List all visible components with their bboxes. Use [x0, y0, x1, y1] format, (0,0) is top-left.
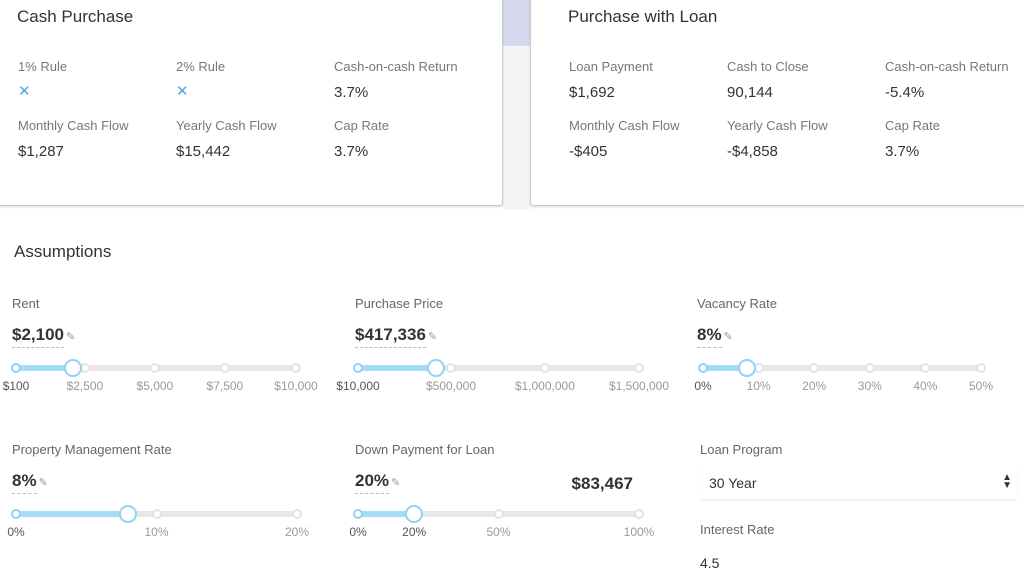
slider-step-dot[interactable] [11, 363, 21, 373]
rent-field: Rent $2,100 ✎ [12, 296, 75, 348]
card-title: Purchase with Loan [568, 7, 718, 26]
card-title: Cash Purchase [17, 7, 134, 26]
slider-step-dot[interactable] [634, 363, 644, 373]
x-icon: ✕ [18, 83, 31, 100]
metric-monthly-cash-flow: Monthly Cash Flow -$405 [569, 118, 680, 160]
metric-1pct-rule: 1% Rule ✕ [18, 59, 178, 100]
slider-step-dot[interactable] [539, 363, 550, 373]
metric-coc-return: Cash-on-cash Return 3.7% [334, 59, 458, 101]
pencil-icon[interactable]: ✎ [38, 477, 48, 489]
slider-tick-label: 0% [349, 525, 367, 539]
slider-thumb[interactable] [738, 359, 757, 377]
slider-thumb[interactable] [427, 359, 446, 377]
slider-step-dot[interactable] [809, 363, 820, 373]
slider-fill [358, 365, 437, 371]
slider-tick-label: 20% [802, 379, 827, 393]
slider-step-dot[interactable] [920, 363, 931, 373]
x-icon: ✕ [176, 83, 189, 100]
slider-step-dot[interactable] [976, 363, 986, 373]
slider-step-dot[interactable] [446, 363, 456, 373]
slider-step-dot[interactable] [353, 363, 363, 373]
metric-yearly-cash-flow: Yearly Cash Flow -$4,858 [727, 118, 828, 160]
slider-fill [358, 511, 415, 517]
slider-tick-label: $500,000 [425, 379, 477, 393]
slider-step-dot[interactable] [698, 363, 708, 373]
slider-step-dot[interactable] [353, 509, 363, 519]
vacancy-field: Vacancy Rate 8% ✎ [697, 296, 777, 348]
slider-thumb[interactable] [64, 359, 83, 377]
pencil-icon[interactable]: ✎ [66, 331, 76, 343]
metric-loan-payment: Loan Payment $1,692 [569, 59, 653, 101]
slider-fill [703, 365, 748, 371]
slider-tick-label: $1,500,000 [608, 379, 670, 393]
price-slider[interactable]: $10,000 $500,000 $1,000,000 $1,500,000 [336, 359, 669, 393]
select-arrows-icon: ▲ ▼ [1002, 472, 1012, 491]
assumptions-heading: Assumptions [14, 242, 112, 261]
slider-tick-label: 0% [694, 379, 712, 393]
metric-2pct-rule: 2% Rule ✕ [176, 59, 336, 100]
slider-fill [16, 511, 129, 517]
pm-value[interactable]: 8% [12, 471, 37, 494]
pencil-icon[interactable]: ✎ [391, 477, 401, 489]
loan-program-select[interactable]: 30 Year ▲ ▼ [700, 466, 1016, 500]
slider-tick-label: 0% [7, 525, 25, 539]
pencil-icon[interactable]: ✎ [723, 331, 733, 343]
slider-tick-label: $100 [2, 379, 30, 393]
slider-tick-label: 10% [746, 379, 771, 393]
background-strip [503, 0, 530, 210]
slider-step-dot[interactable] [864, 363, 875, 373]
metric-monthly-cash-flow: Monthly Cash Flow $1,287 [18, 118, 129, 160]
slider-tick-label: 50% [486, 525, 511, 539]
down-value[interactable]: 20% [355, 471, 390, 494]
slider-step-dot[interactable] [149, 363, 160, 373]
slider-step-dot[interactable] [151, 509, 162, 519]
slider-tick-label: 20% [284, 525, 310, 539]
slider-tick-label: 50% [968, 379, 994, 393]
slider-tick-label: 100% [623, 525, 655, 539]
slider-tick-label: $10,000 [274, 379, 318, 393]
price-field: Purchase Price $417,336 ✎ [355, 296, 443, 348]
slider-tick-label: $5,000 [136, 379, 174, 393]
loan-program-label: Loan Program [700, 442, 783, 457]
pencil-icon[interactable]: ✎ [427, 331, 438, 343]
slider-tick-label: $10,000 [336, 379, 380, 393]
slider-step-dot[interactable] [493, 509, 504, 519]
slider-step-dot[interactable] [219, 363, 230, 373]
slider-tick-label: $1,000,000 [514, 379, 575, 393]
slider-fill [16, 365, 74, 371]
slider-thumb[interactable] [119, 505, 138, 523]
slider-step-dot[interactable] [292, 509, 302, 519]
rent-slider[interactable]: $100 $2,500 $5,000 $7,500 $10,000 [3, 359, 318, 393]
slider-step-dot[interactable] [291, 363, 301, 373]
slider-step-dot[interactable] [634, 509, 644, 519]
slider-tick-label: 30% [857, 379, 882, 393]
rent-value[interactable]: $2,100 [12, 325, 64, 348]
down-field: Down Payment for Loan 20% ✎ $83,467 [355, 442, 633, 494]
cash-purchase-card: Cash Purchase 1% Rule ✕ 2% Rule ✕ Cash-on-… [0, 0, 503, 206]
slider-tick-label: 10% [144, 525, 169, 539]
down-amount: $83,467 [571, 474, 633, 493]
slider-tick-label: 40% [913, 379, 938, 393]
pm-field: Property Management Rate 8% ✎ [12, 442, 172, 494]
interest-rate-field: Interest Rate 4.5 [700, 522, 775, 571]
metric-cash-to-close: Cash to Close 90,144 [727, 59, 809, 101]
loan-purchase-card: Purchase with Loan Loan Payment $1,692 Ca… [530, 0, 1024, 206]
interest-rate-value[interactable]: 4.5 [700, 555, 720, 571]
price-value[interactable]: $417,336 [355, 325, 426, 348]
slider-tick-label: $7,500 [206, 379, 244, 393]
pm-slider[interactable]: 0% 10% 20% [7, 505, 309, 539]
metric-cap-rate: Cap Rate 3.7% [885, 118, 940, 160]
metric-yearly-cash-flow: Yearly Cash Flow $15,442 [176, 118, 277, 160]
down-slider[interactable]: 0% 20% 50% 100% [349, 505, 654, 539]
vacancy-value[interactable]: 8% [697, 325, 722, 348]
vacancy-slider[interactable]: 0% 10% 20% 30% 40% 50% [694, 359, 993, 393]
metric-coc-return: Cash-on-cash Return -5.4% [885, 59, 1009, 101]
metric-cap-rate: Cap Rate 3.7% [334, 118, 389, 160]
slider-tick-label: $2,500 [66, 379, 104, 393]
slider-thumb[interactable] [405, 505, 424, 523]
slider-tick-label: 20% [402, 525, 427, 539]
slider-step-dot[interactable] [11, 509, 21, 519]
